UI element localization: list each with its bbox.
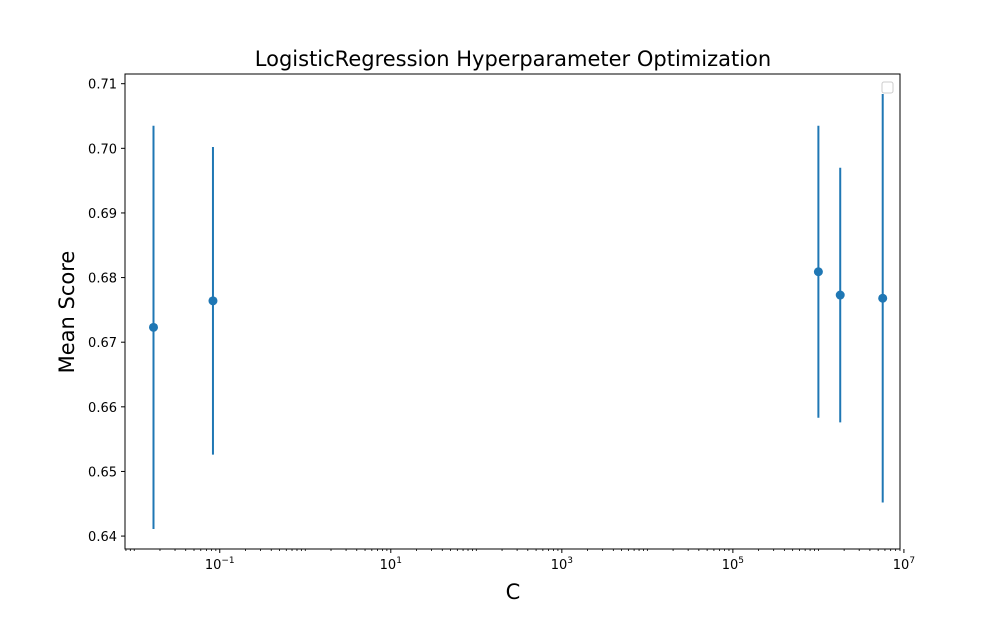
x-tick-label: 103 [551, 556, 573, 573]
y-tick-label: 0.64 [88, 530, 117, 545]
y-tick-label: 0.71 [88, 78, 117, 93]
y-tick-label: 0.66 [88, 401, 117, 416]
x-tick-label: 101 [380, 556, 402, 573]
tick-layer: 0.64 0.65 0.66 0.67 0.68 0.69 0.70 0.71 10−1 101 1… [88, 78, 915, 573]
data-point [208, 296, 218, 306]
y-tick-label: 0.70 [88, 142, 117, 157]
plot-frame [124, 73, 901, 550]
y-tick-label: 0.67 [88, 336, 117, 351]
x-tick-label: 107 [893, 556, 915, 573]
y-tick-label: 0.68 [88, 272, 117, 287]
x-tick-label: 105 [722, 556, 744, 573]
legend-box [881, 81, 894, 94]
y-axis-label: Mean Score [55, 251, 79, 374]
data-point [878, 293, 888, 303]
data-layer [148, 94, 888, 529]
data-point [813, 267, 823, 277]
x-tick-label: 10−1 [205, 556, 235, 573]
data-point [835, 290, 845, 300]
y-tick-label: 0.65 [88, 465, 117, 480]
data-point [148, 322, 158, 332]
x-axis-label: C [506, 580, 521, 604]
chart-title: LogisticRegression Hyperparameter Optimi… [255, 47, 771, 71]
y-tick-label: 0.69 [88, 207, 117, 222]
